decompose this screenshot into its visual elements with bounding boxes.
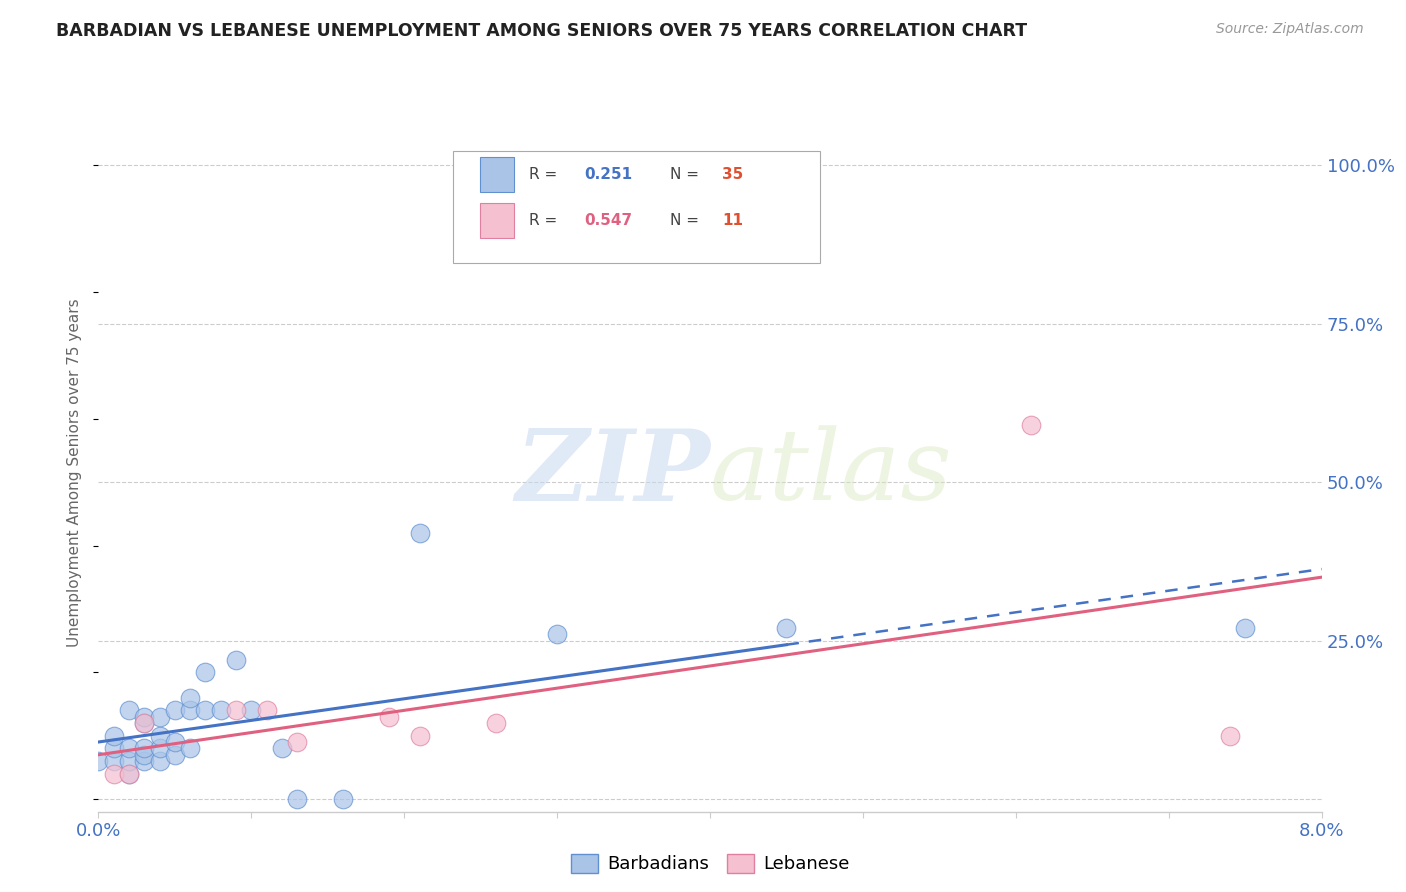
Text: N =: N =	[669, 213, 703, 228]
Point	[103, 741, 125, 756]
Point	[194, 665, 217, 680]
Point	[408, 525, 430, 540]
Point	[285, 792, 308, 806]
Text: 11: 11	[723, 213, 744, 228]
Point	[149, 741, 172, 756]
Point	[163, 735, 186, 749]
Point	[118, 754, 141, 768]
Point	[118, 766, 141, 780]
Point	[225, 703, 247, 717]
Text: 0.251: 0.251	[583, 167, 633, 182]
Point	[1234, 621, 1257, 635]
Text: atlas: atlas	[710, 425, 953, 520]
Point	[378, 709, 401, 723]
FancyBboxPatch shape	[453, 151, 820, 262]
Point	[163, 747, 186, 762]
Point	[134, 716, 156, 731]
Point	[134, 709, 156, 723]
Point	[179, 703, 201, 717]
Point	[1219, 729, 1241, 743]
Point	[332, 792, 354, 806]
FancyBboxPatch shape	[479, 202, 515, 238]
Point	[134, 716, 156, 731]
Point	[1019, 418, 1042, 433]
Text: R =: R =	[529, 167, 562, 182]
Point	[179, 690, 201, 705]
Point	[149, 754, 172, 768]
Point	[103, 729, 125, 743]
Point	[546, 627, 568, 641]
Text: R =: R =	[529, 213, 562, 228]
Point	[194, 703, 217, 717]
Point	[485, 716, 508, 731]
Point	[118, 741, 141, 756]
Legend: Barbadians, Lebanese: Barbadians, Lebanese	[564, 847, 856, 880]
Point	[118, 703, 141, 717]
Text: 35: 35	[723, 167, 744, 182]
Point	[285, 735, 308, 749]
Point	[134, 754, 156, 768]
Text: 0.547: 0.547	[583, 213, 633, 228]
Point	[270, 741, 294, 756]
Point	[225, 653, 247, 667]
Point	[103, 754, 125, 768]
Point	[256, 703, 278, 717]
FancyBboxPatch shape	[479, 157, 515, 192]
Point	[179, 741, 201, 756]
Point	[240, 703, 263, 717]
Point	[118, 766, 141, 780]
Point	[149, 729, 172, 743]
Point	[149, 709, 172, 723]
Text: N =: N =	[669, 167, 703, 182]
Point	[103, 766, 125, 780]
Text: BARBADIAN VS LEBANESE UNEMPLOYMENT AMONG SENIORS OVER 75 YEARS CORRELATION CHART: BARBADIAN VS LEBANESE UNEMPLOYMENT AMONG…	[56, 22, 1028, 40]
Text: ZIP: ZIP	[515, 425, 710, 521]
Y-axis label: Unemployment Among Seniors over 75 years: Unemployment Among Seniors over 75 years	[67, 299, 83, 647]
Point	[134, 741, 156, 756]
Point	[408, 729, 430, 743]
Point	[87, 754, 110, 768]
Text: Source: ZipAtlas.com: Source: ZipAtlas.com	[1216, 22, 1364, 37]
Point	[134, 747, 156, 762]
Point	[209, 703, 232, 717]
Point	[163, 703, 186, 717]
Point	[775, 621, 797, 635]
